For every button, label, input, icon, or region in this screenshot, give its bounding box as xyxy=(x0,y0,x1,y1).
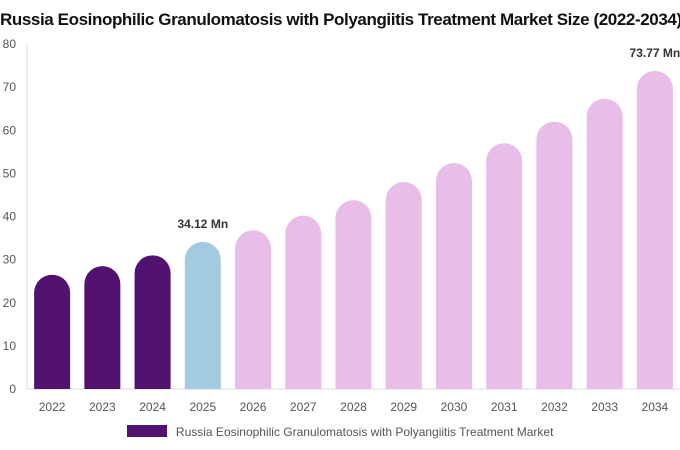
y-tick-label: 70 xyxy=(3,80,17,94)
bar-2024 xyxy=(134,255,171,389)
bar-2031 xyxy=(486,143,523,389)
y-tick-label: 40 xyxy=(3,210,17,224)
bar-2027 xyxy=(285,215,322,389)
x-tick-label: 2025 xyxy=(189,400,216,414)
x-tick-label: 2034 xyxy=(642,400,669,414)
y-tick-label: 60 xyxy=(3,123,17,137)
x-tick-label: 2024 xyxy=(139,400,166,414)
data-label: 73.77 Mn xyxy=(630,46,680,60)
y-tick-label: 80 xyxy=(3,37,17,51)
x-tick-label: 2031 xyxy=(491,400,518,414)
x-tick-label: 2029 xyxy=(390,400,417,414)
chart-legend: Russia Eosinophilic Granulomatosis with … xyxy=(0,425,680,439)
x-tick-label: 2026 xyxy=(240,400,267,414)
x-tick-label: 2032 xyxy=(541,400,568,414)
x-tick-label: 2030 xyxy=(441,400,468,414)
bar-2025 xyxy=(184,241,221,389)
y-tick-label: 20 xyxy=(3,296,17,310)
y-tick-label: 30 xyxy=(3,253,17,267)
data-label: 34.12 Mn xyxy=(177,217,228,231)
bar-2022 xyxy=(34,274,71,389)
x-tick-label: 2027 xyxy=(290,400,317,414)
legend-label: Russia Eosinophilic Granulomatosis with … xyxy=(175,425,554,439)
x-tick-label: 2028 xyxy=(340,400,367,414)
y-tick-label: 0 xyxy=(9,382,16,396)
chart-title: Russia Eosinophilic Granulomatosis with … xyxy=(0,10,680,29)
x-tick-label: 2033 xyxy=(591,400,618,414)
y-tick-label: 50 xyxy=(3,166,17,180)
bar-2032 xyxy=(536,121,573,389)
x-tick-label: 2023 xyxy=(89,400,116,414)
bar-2029 xyxy=(385,182,422,389)
bar-2034 xyxy=(636,70,673,389)
bar-2026 xyxy=(235,230,272,389)
legend-swatch xyxy=(126,425,167,437)
bar-2028 xyxy=(335,200,372,389)
bar-2030 xyxy=(435,163,472,389)
x-tick-label: 2022 xyxy=(39,400,66,414)
y-tick-label: 10 xyxy=(3,339,17,353)
bar-2023 xyxy=(84,266,121,389)
bar-2033 xyxy=(586,98,623,390)
